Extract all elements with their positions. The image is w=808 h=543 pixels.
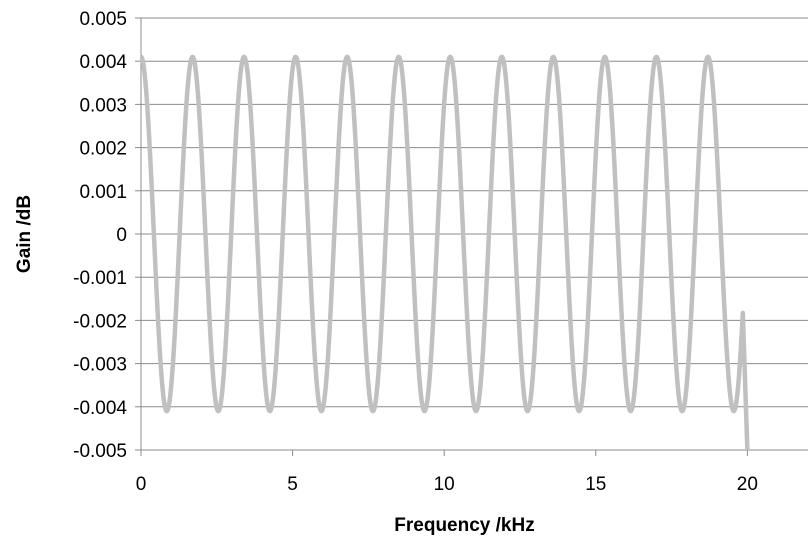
x-tick-label: 10 (434, 474, 455, 495)
y-tick-label: 0 (116, 225, 127, 246)
x-tick-label: 5 (287, 474, 298, 495)
series-line-gain (139, 54, 750, 451)
y-tick-label: -0.001 (73, 268, 127, 289)
y-tick-label: -0.003 (73, 355, 127, 376)
x-tick-labels: 0 5 10 15 20 (136, 474, 758, 495)
y-tick-label: 0.002 (79, 139, 127, 160)
y-tick-label: 0.005 (79, 9, 127, 30)
series-layer (139, 54, 750, 451)
y-tick-label: -0.002 (73, 311, 127, 332)
x-tick-label: 15 (585, 474, 606, 495)
x-tick-label: 0 (136, 474, 147, 495)
y-tick-labels: 0.005 0.004 0.003 0.002 0.001 0 -0.001 -0.002 -0… (73, 9, 127, 462)
x-tick-label: 20 (737, 474, 758, 495)
y-tick-label: -0.005 (73, 441, 127, 462)
axes (140, 18, 808, 456)
y-tick-label: 0.001 (79, 182, 127, 203)
y-axis-title: Gain /dB (14, 195, 35, 273)
y-tick-label: -0.004 (73, 398, 127, 419)
x-axis-title: Frequency /kHz (394, 515, 534, 536)
y-tick-label: 0.004 (79, 52, 127, 73)
y-tick-label: 0.003 (79, 95, 127, 116)
